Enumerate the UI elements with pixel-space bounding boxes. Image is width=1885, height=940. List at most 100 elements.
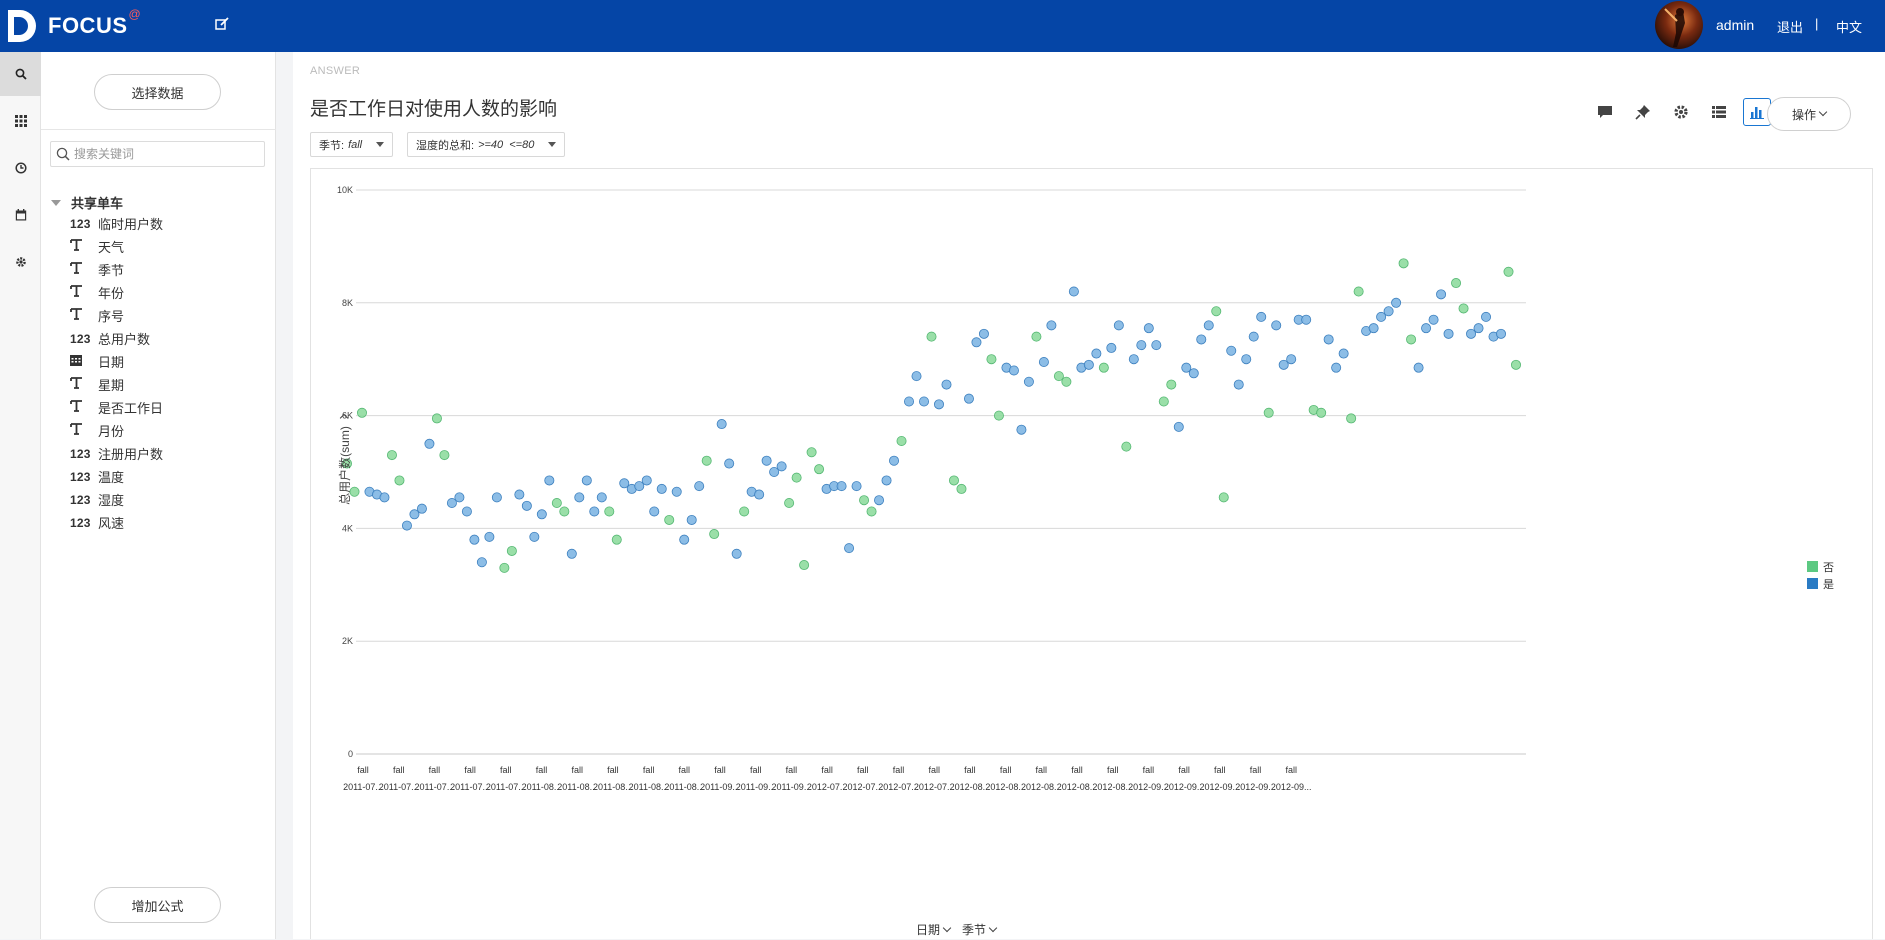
table-name: 共享单车 (71, 196, 124, 211)
caret-down-icon (548, 142, 557, 147)
data-point (724, 458, 735, 469)
filter-humidity[interactable]: 湿度的总和: >=40 <=80 (407, 132, 566, 157)
data-point (521, 500, 532, 511)
comment-button[interactable] (1591, 98, 1619, 126)
field-item[interactable]: 年份 (70, 281, 163, 304)
data-point (386, 450, 397, 461)
rail-history[interactable] (0, 146, 41, 190)
data-point (956, 483, 967, 494)
filter-season[interactable]: 季节: fall (310, 132, 394, 157)
rail-apps[interactable] (0, 99, 41, 143)
data-point (1376, 311, 1387, 322)
username[interactable]: admin (1716, 17, 1755, 33)
data-point (529, 531, 540, 542)
data-point (799, 560, 810, 571)
data-point (1173, 421, 1184, 432)
field-item[interactable]: 月份 (70, 419, 163, 442)
rail-settings[interactable] (0, 240, 41, 284)
data-point (401, 520, 412, 531)
data-point (1353, 286, 1364, 297)
legend-item-yes[interactable]: 是 (1807, 575, 1834, 592)
page-title: 是否工作日对使用人数的影响 (310, 99, 558, 120)
rail-calendar[interactable] (0, 193, 41, 237)
field-item[interactable]: 季节 (70, 258, 163, 281)
table-node[interactable]: 共享单车 (51, 193, 123, 212)
field-item[interactable]: 序号 (70, 304, 163, 327)
data-point (731, 548, 742, 559)
field-search-input[interactable] (74, 147, 254, 161)
data-point (491, 492, 502, 503)
add-formula-button[interactable]: 增加公式 (94, 887, 221, 923)
table-view-button[interactable] (1705, 98, 1733, 126)
x-axis-dropdown-season[interactable]: 季节 (962, 921, 998, 938)
data-point (1158, 396, 1169, 407)
data-point (1113, 320, 1124, 331)
x-tick-season: fall (679, 765, 691, 775)
data-point (1496, 328, 1507, 339)
data-point (431, 413, 442, 424)
logout-link[interactable]: 退出 (1777, 20, 1804, 35)
field-item[interactable]: 123 临时用户数 (70, 212, 163, 235)
field-item[interactable]: 日期 (70, 350, 163, 373)
data-point (506, 545, 517, 556)
pin-button[interactable] (1629, 98, 1657, 126)
data-point (574, 492, 585, 503)
data-point (454, 492, 465, 503)
y-tick-label: 8K (342, 298, 353, 308)
select-data-button[interactable]: 选择数据 (94, 74, 221, 110)
data-point (1406, 334, 1417, 345)
data-point (1383, 306, 1394, 317)
field-item[interactable]: 星期 (70, 373, 163, 396)
x-tick-date: 2012-07... (914, 782, 955, 792)
data-point (1091, 348, 1102, 359)
x-tick-date: 2012-08... (1092, 782, 1133, 792)
text-type-icon (70, 377, 98, 392)
data-point (844, 543, 855, 554)
y-axis-dropdown[interactable]: 总用户数(sum) (334, 405, 354, 515)
data-point (341, 458, 352, 469)
language-switch[interactable]: 中文 (1836, 20, 1863, 35)
data-point (1151, 340, 1162, 351)
filter-humidity-value: >=40 <=80 (478, 138, 535, 151)
text-type-icon (70, 308, 98, 323)
data-point (1368, 323, 1379, 334)
field-search[interactable] (50, 141, 265, 167)
field-item[interactable]: 123 注册用户数 (70, 442, 163, 465)
data-point (866, 506, 877, 517)
rail-search[interactable] (0, 52, 41, 96)
x-tick-season: fall (429, 765, 441, 775)
data-point (1046, 320, 1057, 331)
data-point (1188, 368, 1199, 379)
x-tick-date: 2012-09... (1128, 782, 1169, 792)
field-item[interactable]: 123 风速 (70, 511, 163, 534)
avatar[interactable] (1655, 1, 1703, 49)
data-point (941, 379, 952, 390)
field-label: 序号 (98, 309, 125, 324)
x-tick-date: 2011-08... (593, 782, 633, 792)
data-point (1263, 407, 1274, 418)
x-axis-dropdown-date[interactable]: 日期 (916, 921, 952, 938)
field-label: 星期 (98, 378, 125, 393)
field-item[interactable]: 是否工作日 (70, 396, 163, 419)
logo[interactable]: FOCUS @ (6, 7, 141, 44)
data-point (1451, 278, 1462, 289)
x-tick-season: fall (464, 765, 476, 775)
chevron-down-icon (942, 923, 952, 932)
field-item[interactable]: 123 总用户数 (70, 327, 163, 350)
data-point (469, 534, 480, 545)
caret-down-icon (376, 142, 385, 147)
data-point (671, 486, 682, 497)
field-item[interactable]: 天气 (70, 235, 163, 258)
legend-item-no[interactable]: 否 (1807, 558, 1834, 575)
field-item[interactable]: 123 湿度 (70, 488, 163, 511)
x-tick-season: fall (1036, 765, 1048, 775)
edit-icon[interactable] (215, 17, 231, 33)
settings-button[interactable] (1667, 98, 1695, 126)
x-tick-date: 2012-08... (950, 782, 991, 792)
x-tick-season: fall (1214, 765, 1226, 775)
x-tick-date: 2011-08... (522, 782, 562, 792)
field-item[interactable]: 123 温度 (70, 465, 163, 488)
data-point (394, 475, 405, 486)
operations-button[interactable]: 操作 (1767, 97, 1851, 131)
y-tick-label: 10K (337, 185, 353, 195)
